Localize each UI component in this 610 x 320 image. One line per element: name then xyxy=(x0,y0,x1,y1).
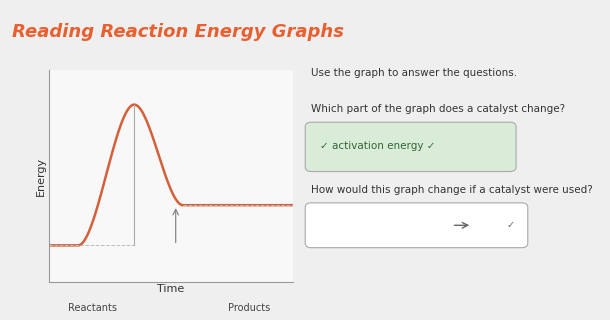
Y-axis label: Energy: Energy xyxy=(36,156,46,196)
Text: How would this graph change if a catalyst were used?: How would this graph change if a catalys… xyxy=(311,185,593,195)
Text: Products: Products xyxy=(228,303,270,313)
Text: Use the graph to answer the questions.: Use the graph to answer the questions. xyxy=(311,68,517,78)
Text: Reading Reaction Energy Graphs: Reading Reaction Energy Graphs xyxy=(12,23,344,41)
Text: ✓ activation energy ✓: ✓ activation energy ✓ xyxy=(320,141,436,151)
Text: Reactants: Reactants xyxy=(68,303,117,313)
Text: Which part of the graph does a catalyst change?: Which part of the graph does a catalyst … xyxy=(311,104,565,114)
FancyBboxPatch shape xyxy=(305,203,528,248)
Text: ✓: ✓ xyxy=(506,220,514,230)
FancyBboxPatch shape xyxy=(305,122,516,172)
X-axis label: Time: Time xyxy=(157,284,184,294)
